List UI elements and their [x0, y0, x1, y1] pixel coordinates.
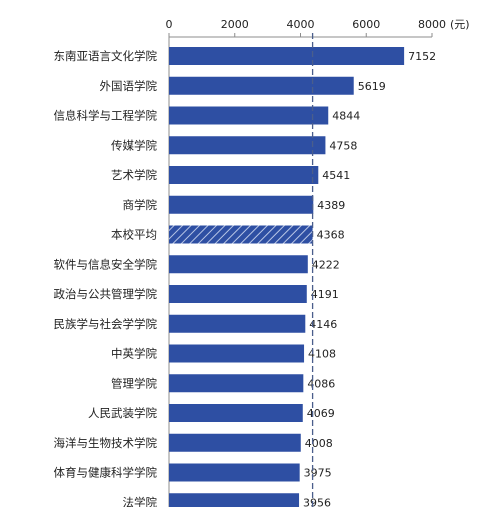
- value-label: 4108: [308, 348, 336, 361]
- category-label: 传媒学院: [111, 138, 157, 152]
- category-label: 政治与公共管理学院: [54, 287, 158, 301]
- bar: [169, 47, 405, 65]
- value-label: 4222: [312, 258, 340, 271]
- bar-average: [169, 225, 313, 244]
- category-label: 民族学与社会学学院: [54, 317, 158, 331]
- category-label: 商学院: [123, 198, 158, 212]
- x-tick-label: 6000: [352, 18, 380, 31]
- value-label: 4541: [322, 169, 350, 182]
- bar: [169, 344, 305, 363]
- category-label: 信息科学与工程学院: [54, 109, 158, 123]
- category-label: 本校平均: [111, 228, 157, 242]
- x-axis-unit: (元): [450, 18, 470, 31]
- bar: [169, 463, 300, 482]
- bar: [169, 106, 329, 125]
- bar: [169, 195, 314, 214]
- category-label: 中英学院: [111, 347, 157, 361]
- value-label: 4146: [309, 318, 337, 331]
- bar: [169, 166, 319, 184]
- x-tick-label: 0: [166, 18, 173, 31]
- category-label: 人民武装学院: [88, 406, 157, 420]
- bar: [169, 433, 301, 452]
- value-label: 3975: [304, 467, 332, 480]
- labels: 东南亚语言文化学院 7152 外国语学院 5619 信息科学与工程学院 4844 传媒学院 4…: [54, 49, 437, 507]
- bar: [169, 374, 304, 393]
- x-tick-label: 8000: [418, 18, 446, 31]
- value-label: 4389: [317, 199, 345, 212]
- bar: [169, 255, 308, 274]
- value-label: 4008: [305, 437, 333, 450]
- bar: [169, 404, 303, 422]
- value-label: 4069: [307, 407, 335, 420]
- category-label: 海洋与生物技术学院: [54, 436, 158, 450]
- bar: [169, 314, 306, 333]
- bar: [169, 76, 354, 95]
- value-label: 7152: [408, 50, 436, 63]
- x-tick-label: 2000: [221, 18, 249, 31]
- value-label: 4086: [307, 377, 335, 390]
- bar: [169, 136, 326, 155]
- value-label: 4758: [329, 139, 357, 152]
- category-label: 法学院: [123, 495, 158, 507]
- value-label: 4368: [317, 229, 345, 242]
- value-label: 5619: [358, 80, 386, 93]
- value-label: 3956: [303, 496, 331, 507]
- category-label: 外国语学院: [100, 79, 158, 93]
- bar: [169, 285, 307, 303]
- bar: [169, 493, 300, 507]
- bars: [169, 47, 405, 507]
- category-label: 艺术学院: [111, 168, 157, 182]
- category-label: 管理学院: [111, 376, 157, 390]
- value-label: 4191: [311, 288, 339, 301]
- category-label: 软件与信息安全学院: [54, 257, 158, 271]
- category-label: 体育与健康科学学院: [54, 466, 158, 480]
- category-label: 东南亚语言文化学院: [54, 49, 158, 63]
- x-tick-label: 4000: [287, 18, 315, 31]
- value-label: 4844: [332, 110, 360, 123]
